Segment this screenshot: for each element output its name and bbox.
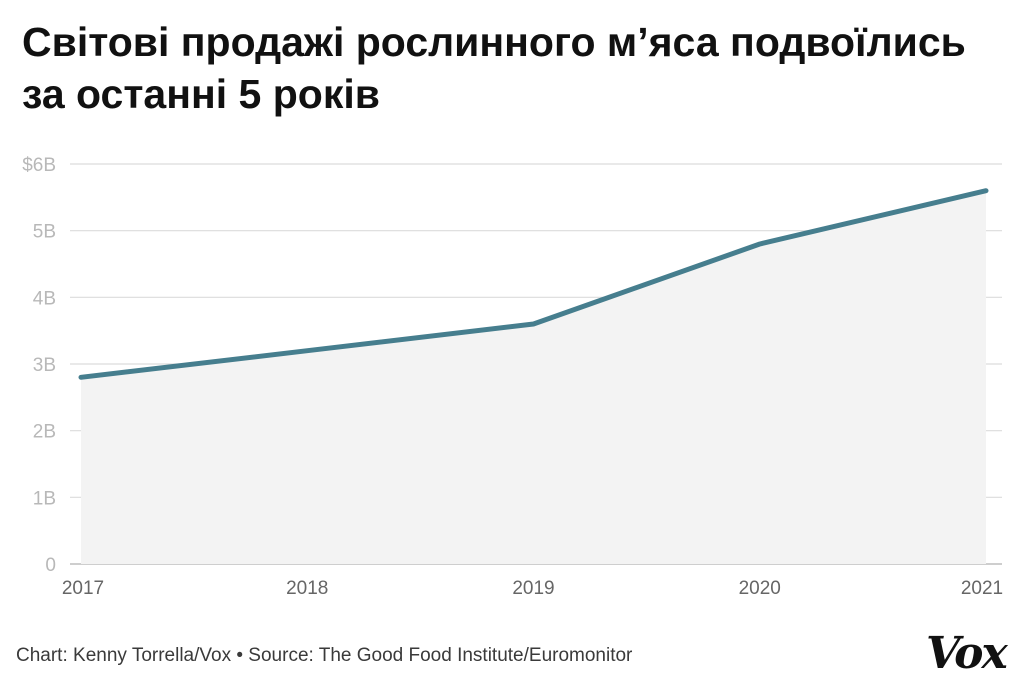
y-tick-label: 4B — [33, 288, 56, 309]
x-tick-label: 2020 — [739, 578, 781, 599]
x-tick-label: 2019 — [512, 578, 554, 599]
y-tick-label: 2B — [33, 422, 56, 443]
x-axis-labels: 2017 2018 2019 2020 2021 — [62, 578, 1003, 599]
chart-plot: 0 1B 2B 3B 4B 5B $6B 2017 2018 2019 2020 2021 — [22, 155, 1003, 599]
chart-title: Світові продажі рослинного м’яса подвоїл… — [22, 19, 966, 117]
y-tick-label: 3B — [33, 355, 56, 376]
y-axis-labels: 0 1B 2B 3B 4B 5B $6B — [22, 155, 56, 576]
series-line — [78, 188, 989, 380]
x-tick-label: 2018 — [286, 578, 328, 599]
vox-logo: Vox — [926, 628, 1008, 679]
x-tick-label: 2017 — [62, 578, 104, 599]
area-fill — [81, 190, 986, 564]
y-tick-label: 5B — [33, 222, 56, 243]
y-tick-label: 0 — [45, 555, 56, 576]
source-credit: Chart: Kenny Torrella/Vox • Source: The … — [16, 645, 633, 666]
y-tick-label: 1B — [33, 488, 56, 509]
y-tick-label: $6B — [22, 155, 56, 176]
x-tick-label: 2021 — [961, 578, 1003, 599]
